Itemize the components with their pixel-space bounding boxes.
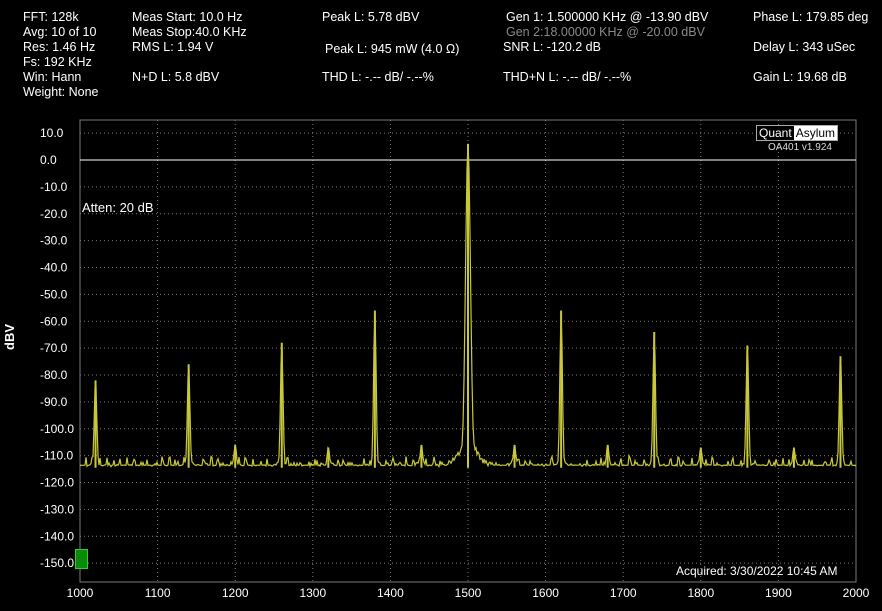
y-axis-label: dBV bbox=[2, 324, 17, 350]
x-tick-label: 1700 bbox=[610, 586, 637, 600]
fft-size: FFT: 128k bbox=[23, 10, 79, 24]
x-tick-label: 1900 bbox=[765, 586, 792, 600]
thd-level: THD L: -.-- dB/ -.--% bbox=[322, 70, 434, 84]
weighting: Weight: None bbox=[23, 85, 99, 99]
y-tick-label: -60.0 bbox=[40, 314, 68, 328]
marker-flag[interactable] bbox=[75, 549, 88, 569]
y-tick-label: -30.0 bbox=[40, 234, 68, 248]
y-tick-label: -120.0 bbox=[40, 476, 74, 490]
gain-level: Gain L: 19.68 dB bbox=[753, 70, 847, 84]
quantasylum-logo: Quant Asylum bbox=[756, 125, 839, 141]
attenuation-label: Atten: 20 dB bbox=[82, 200, 154, 215]
peak-power: Peak L: 945 mW (4.0 Ω) bbox=[325, 42, 460, 56]
resolution: Res: 1.46 Hz bbox=[23, 40, 96, 54]
generator-1: Gen 1: 1.500000 KHz @ -13.90 dBV bbox=[506, 10, 709, 24]
noise-distortion: N+D L: 5.8 dBV bbox=[132, 70, 220, 84]
y-tick-label: -20.0 bbox=[40, 207, 68, 221]
x-tick-label: 1000 bbox=[67, 586, 94, 600]
x-tick-label: 1100 bbox=[145, 586, 171, 600]
window-type: Win: Hann bbox=[23, 70, 82, 84]
sample-rate: Fs: 192 KHz bbox=[23, 55, 92, 69]
y-tick-label: -50.0 bbox=[40, 287, 68, 301]
peak-dbv: Peak L: 5.78 dBV bbox=[322, 10, 420, 24]
y-tick-label: -10.0 bbox=[40, 180, 68, 194]
acquired-timestamp: Acquired: 3/30/2022 10:45 AM bbox=[676, 564, 838, 578]
averages: Avg: 10 of 10 bbox=[23, 25, 97, 39]
generator-2: Gen 2:18.00000 KHz @ -20.00 dBV bbox=[506, 25, 705, 39]
y-tick-label: 0.0 bbox=[40, 153, 57, 167]
rms-level: RMS L: 1.94 V bbox=[132, 40, 214, 54]
y-tick-label: -150.0 bbox=[40, 556, 74, 570]
x-tick-label: 1500 bbox=[455, 586, 482, 600]
x-tick-label: 1200 bbox=[222, 586, 249, 600]
thd-n-level: THD+N L: -.-- dB/ -.--% bbox=[503, 70, 632, 84]
y-tick-label: -90.0 bbox=[40, 395, 68, 409]
x-tick-label: 1600 bbox=[532, 586, 559, 600]
x-tick-label: 2000 bbox=[843, 586, 870, 600]
phase-level: Phase L: 179.85 deg bbox=[753, 10, 869, 24]
meas-stop: Meas Stop:40.0 KHz bbox=[132, 25, 247, 39]
delay-level: Delay L: 343 uSec bbox=[753, 40, 856, 54]
x-tick-label: 1300 bbox=[299, 586, 326, 600]
device-version: OA401 v1.924 bbox=[768, 142, 832, 153]
meas-start: Meas Start: 10.0 Hz bbox=[132, 10, 243, 24]
y-tick-label: -80.0 bbox=[40, 368, 68, 382]
x-tick-label: 1400 bbox=[377, 586, 404, 600]
y-tick-label: -140.0 bbox=[40, 529, 74, 543]
y-tick-label: -70.0 bbox=[40, 341, 68, 355]
snr-level: SNR L: -120.2 dB bbox=[503, 40, 601, 54]
y-tick-label: -40.0 bbox=[40, 261, 68, 275]
y-tick-label: -100.0 bbox=[40, 422, 74, 436]
x-tick-label: 1800 bbox=[687, 586, 714, 600]
y-tick-label: -110.0 bbox=[40, 449, 73, 463]
y-tick-label: 10.0 bbox=[40, 126, 64, 140]
y-tick-label: -130.0 bbox=[40, 502, 74, 516]
